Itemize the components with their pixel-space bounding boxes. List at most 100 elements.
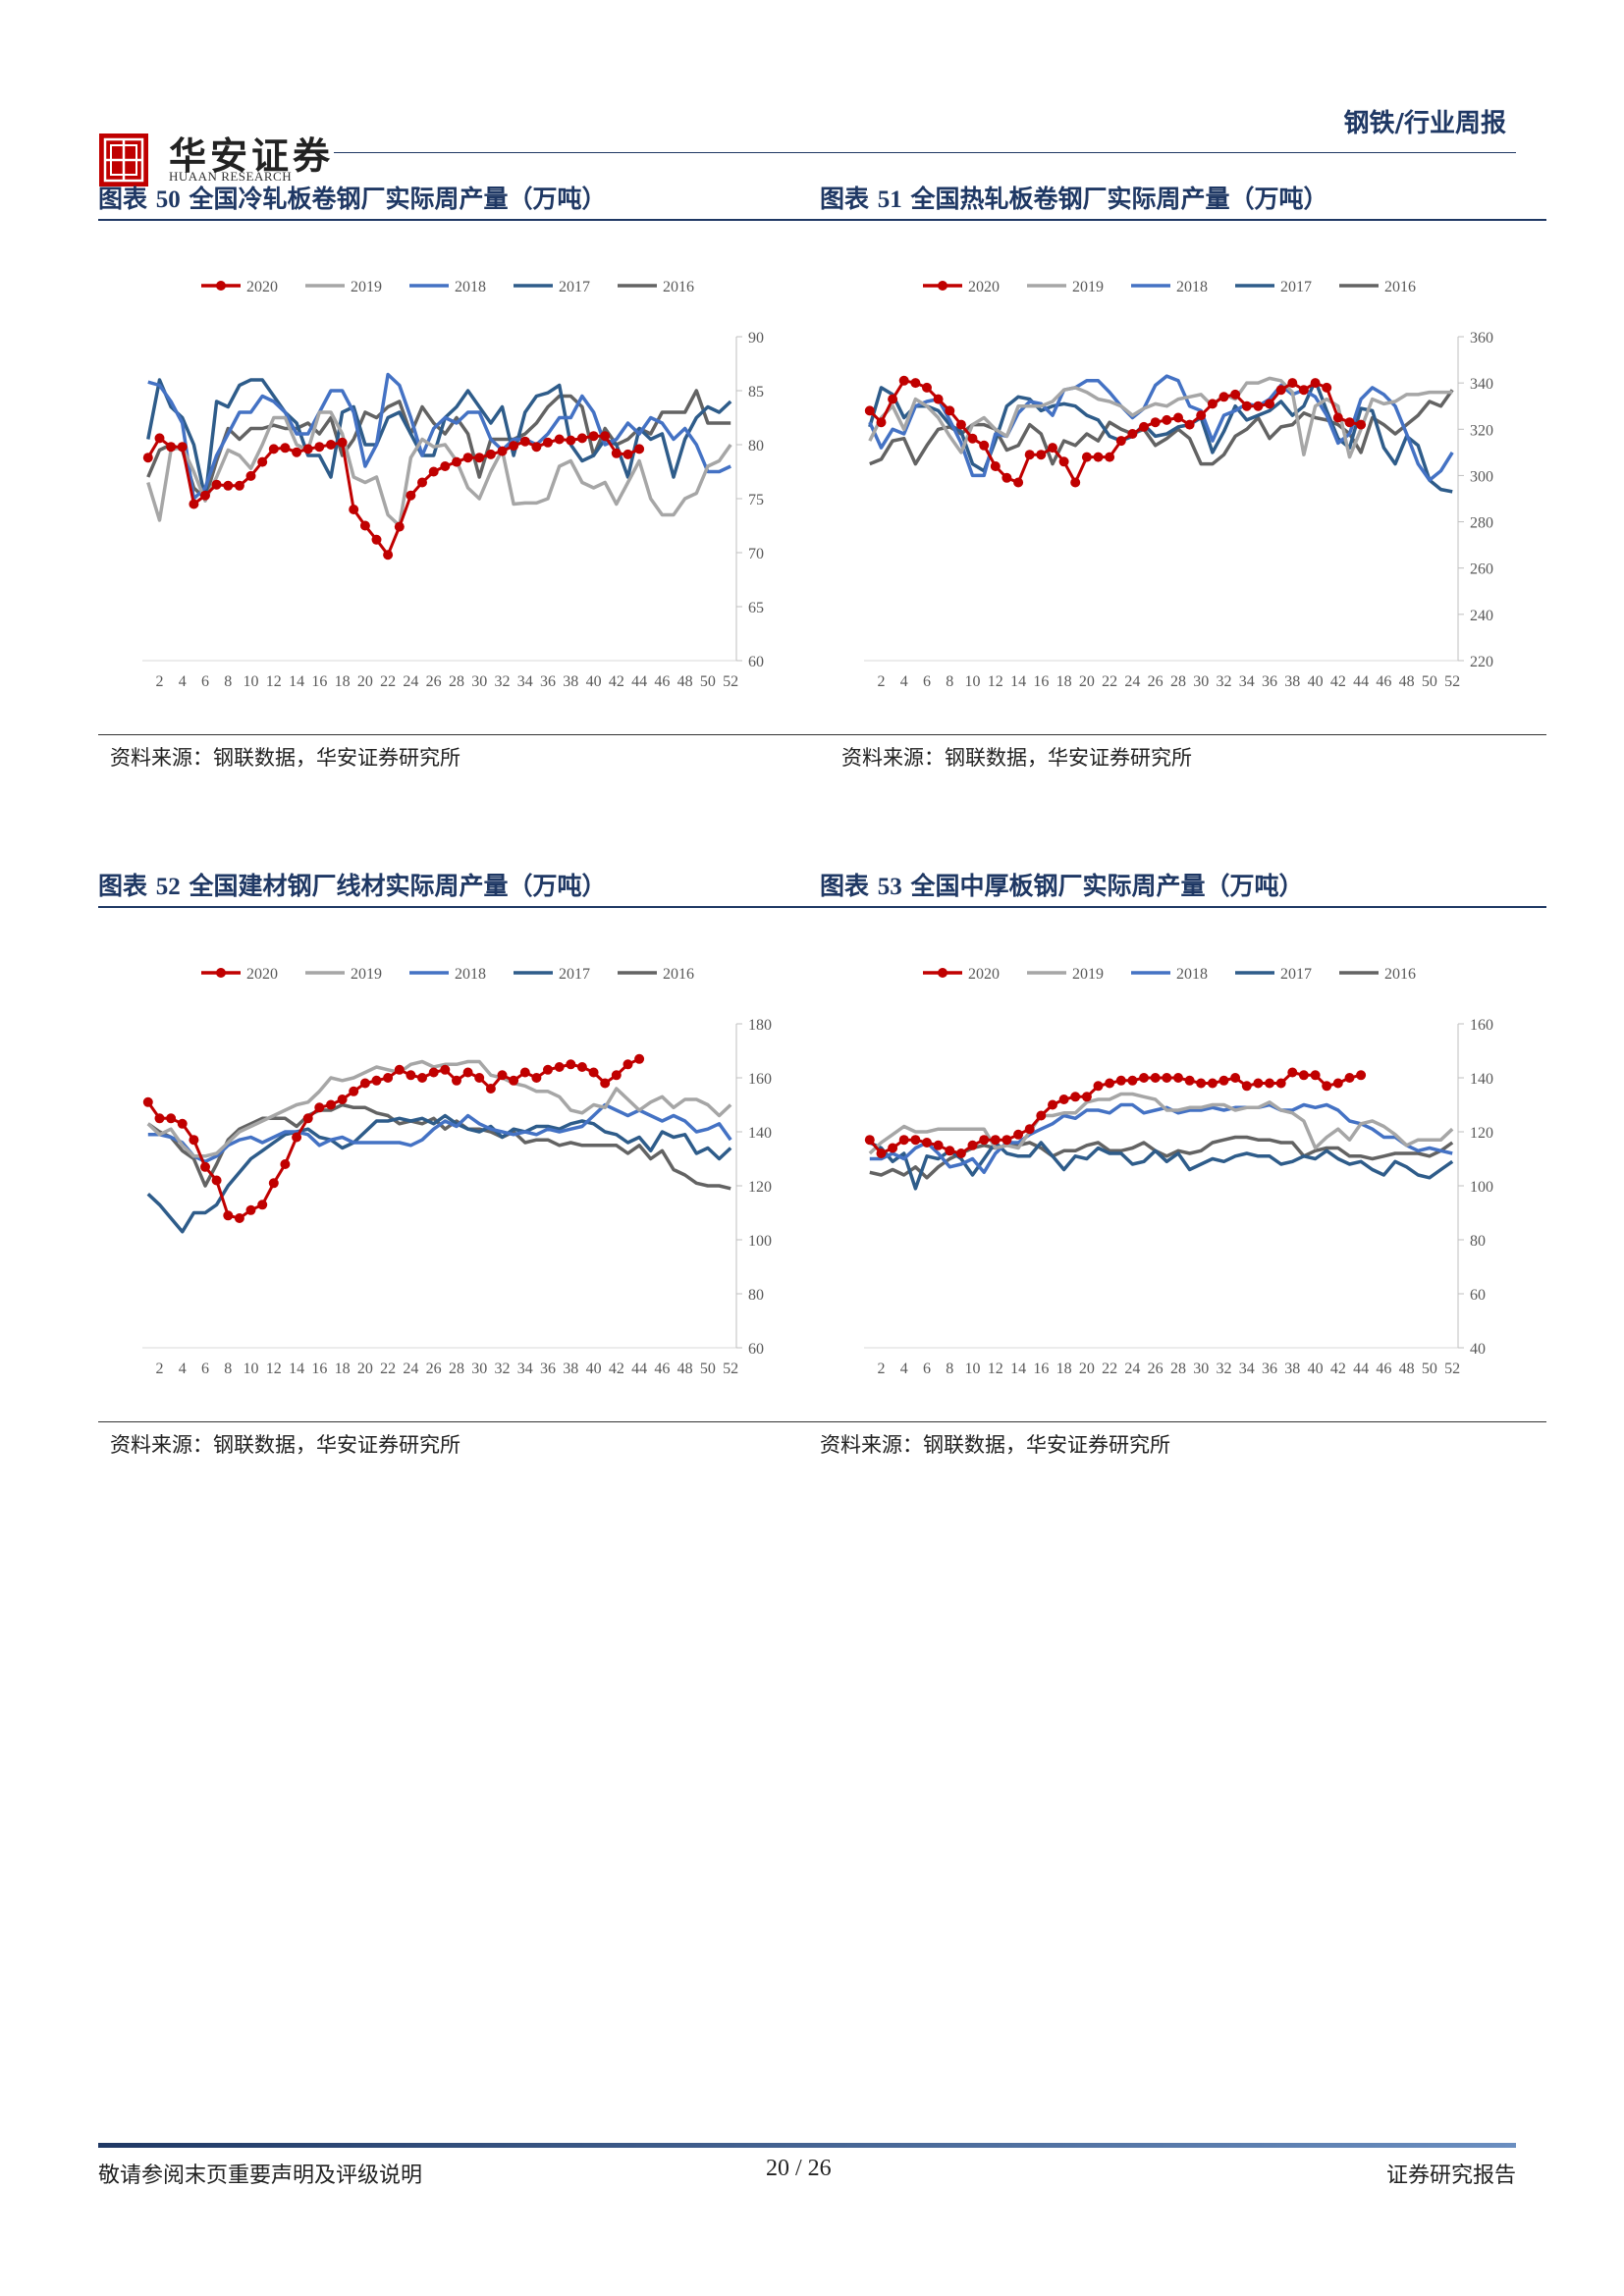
data-point-2020	[1127, 1075, 1138, 1086]
x-tick-label: 12	[266, 673, 282, 690]
data-point-2020	[1253, 400, 1264, 411]
data-point-2020	[531, 1073, 542, 1083]
data-point-2020	[452, 456, 461, 467]
figure-label: 图表	[98, 185, 148, 213]
x-tick-label: 24	[1124, 1361, 1140, 1377]
legend-item: 2019	[1027, 966, 1104, 983]
legend-label: 2019	[351, 966, 382, 983]
data-point-2020	[257, 1200, 268, 1210]
x-tick-label: 52	[1444, 1361, 1460, 1377]
data-point-2020	[1001, 1135, 1012, 1146]
data-point-2020	[955, 1148, 966, 1158]
data-point-2020	[1013, 1129, 1024, 1140]
data-point-2020	[1036, 1110, 1047, 1121]
series-line-2017	[146, 1113, 732, 1234]
data-point-2020	[302, 444, 313, 454]
data-point-2020	[967, 433, 978, 444]
data-point-2020	[1298, 385, 1309, 396]
x-tick-label: 12	[988, 1361, 1003, 1377]
data-point-2020	[440, 461, 451, 471]
title-rule	[98, 219, 825, 221]
legend-label: 2019	[1072, 279, 1104, 295]
x-tick-label: 10	[244, 673, 259, 690]
series-line-2017	[868, 379, 1453, 494]
figure-number: 53	[877, 874, 902, 900]
x-tick-label: 50	[700, 673, 716, 690]
data-point-2020	[509, 441, 519, 452]
x-tick-label: 34	[1239, 673, 1255, 690]
data-point-2020	[474, 453, 485, 463]
data-point-2020	[359, 1078, 370, 1089]
data-point-2020	[1105, 1078, 1115, 1089]
legend-label: 2020	[246, 966, 278, 983]
y-tick-label: 160	[748, 1071, 772, 1088]
data-point-2020	[154, 1113, 165, 1124]
x-tick-label: 22	[1102, 673, 1117, 690]
x-tick-label: 2	[155, 673, 163, 690]
series-line-2019	[146, 410, 732, 528]
data-point-2020	[234, 1213, 244, 1223]
legend-label: 2019	[1072, 966, 1104, 983]
figure-label: 图表	[820, 872, 870, 900]
x-tick-label: 16	[311, 673, 327, 690]
legend-item: 2018	[1131, 966, 1208, 983]
data-point-2020	[945, 1146, 955, 1156]
data-point-2020	[1230, 1073, 1241, 1083]
data-point-2020	[189, 499, 199, 509]
legend-item: 2020	[201, 966, 278, 983]
y-tick-label: 240	[1470, 608, 1493, 624]
data-point-2020	[485, 1084, 496, 1094]
data-point-2020	[1310, 1070, 1321, 1081]
legend-item: 2020	[923, 966, 1000, 983]
y-tick-label: 60	[748, 1341, 764, 1358]
data-point-2020	[326, 440, 336, 450]
data-point-2020	[211, 479, 222, 490]
data-point-2020	[588, 431, 599, 442]
x-tick-label: 32	[1216, 673, 1231, 690]
source-rule	[98, 1421, 825, 1422]
data-point-2020	[611, 448, 622, 458]
x-tick-label: 8	[224, 1361, 232, 1377]
brand-name-en: HUAAN RESEARCH	[169, 169, 293, 184]
y-tick-label: 75	[748, 492, 764, 508]
data-point-2020	[1127, 429, 1138, 439]
data-point-2020	[1024, 450, 1035, 460]
source-rule	[820, 734, 1546, 735]
x-tick-label: 26	[1148, 1361, 1164, 1377]
source-note: 资料来源：钢联数据，华安证券研究所	[110, 1433, 460, 1457]
x-tick-label: 46	[654, 673, 670, 690]
x-tick-label: 26	[426, 1361, 442, 1377]
data-point-2020	[611, 1070, 622, 1081]
figure-caption: 全国热轧板卷钢厂实际周产量（万吨）	[910, 185, 1328, 213]
series-line-2017	[869, 1141, 1454, 1191]
x-tick-label: 46	[654, 1361, 670, 1377]
y-tick-label: 90	[748, 330, 764, 347]
series-line-2018	[869, 1102, 1453, 1175]
legend-item: 2020	[923, 279, 1000, 295]
data-point-2020	[1241, 1081, 1252, 1092]
data-point-2020	[1036, 450, 1047, 460]
x-tick-label: 22	[380, 673, 396, 690]
data-point-2020	[955, 419, 966, 430]
y-tick-label: 100	[748, 1233, 772, 1250]
data-point-2020	[1150, 417, 1161, 428]
legend-label: 2020	[968, 966, 1000, 983]
data-point-2020	[337, 437, 348, 448]
x-tick-label: 40	[586, 673, 602, 690]
legend-label: 2016	[663, 966, 694, 983]
data-point-2020	[1001, 472, 1012, 483]
x-tick-label: 6	[201, 1361, 209, 1377]
x-tick-label: 10	[965, 673, 981, 690]
x-tick-label: 46	[1376, 673, 1391, 690]
x-tick-label: 28	[449, 1361, 464, 1377]
data-point-2020	[383, 1073, 394, 1083]
legend-label: 2018	[455, 279, 486, 295]
data-point-2020	[1081, 452, 1092, 462]
data-point-2020	[1207, 1078, 1218, 1089]
data-point-2020	[1013, 477, 1024, 488]
x-tick-label: 8	[946, 673, 953, 690]
data-point-2020	[876, 1148, 887, 1158]
legend-label: 2018	[455, 966, 486, 983]
